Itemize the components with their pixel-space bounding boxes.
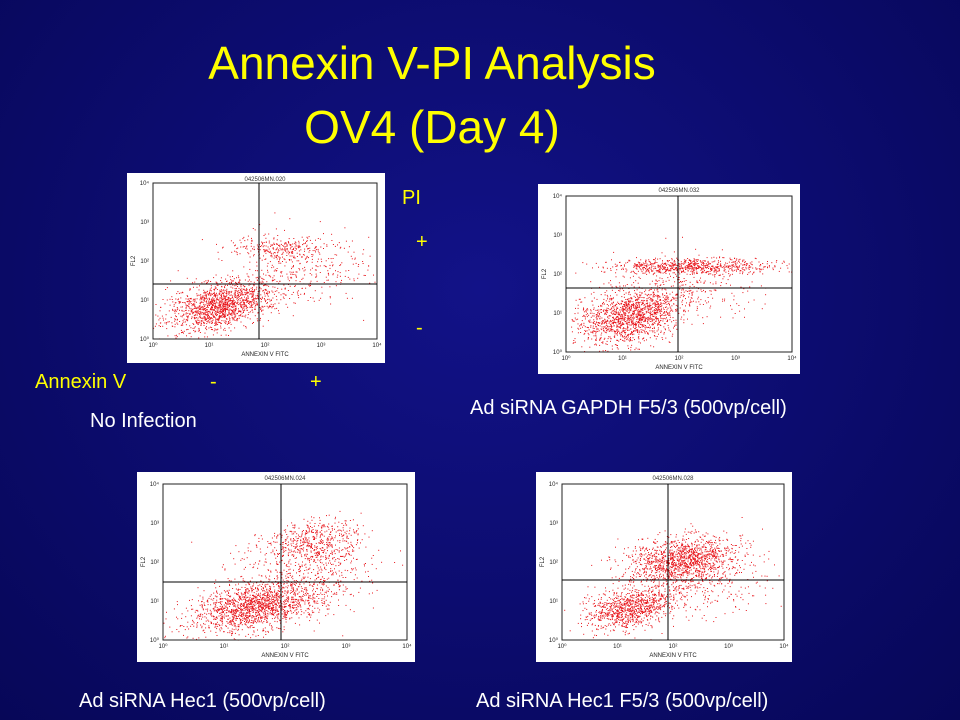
flow-plot-no-infection: 042506MN.020 10⁴ 10³ 10² 10¹ 10⁰ 10⁰ 10¹ 10² 10³ 1… [127, 173, 385, 363]
annexin-axis-label: Annexin V [35, 371, 127, 393]
plot-header: 042506MN.020 [244, 177, 286, 183]
y-tick-label: 10³ [150, 521, 159, 527]
y-tick-label: 10¹ [140, 298, 149, 304]
plot-frame [565, 195, 793, 353]
plot-header: 042506MN.028 [652, 476, 694, 482]
x-tick-label: 10⁰ [557, 643, 567, 650]
x-tick-label: 10⁴ [787, 355, 797, 362]
x-tick-label: 10⁴ [779, 643, 789, 650]
y-tick-label: 10³ [553, 233, 562, 239]
y-tick-label: 10⁴ [150, 481, 160, 488]
x-tick-label: 10³ [731, 356, 740, 362]
y-tick-label: 10² [549, 560, 558, 566]
x-tick-label: 10⁰ [158, 643, 168, 650]
x-tick-label: 10³ [317, 343, 326, 349]
y-tick-label: 10⁴ [140, 180, 150, 187]
event-dots [571, 236, 793, 352]
flow-plot-hec1: 042506MN.024 10⁴ 10³ 10² 10¹ 10⁰ 10⁰ 10¹ 10² 10³ 1… [137, 472, 415, 662]
plot-frame [561, 483, 785, 641]
y-tick-label: 10⁰ [549, 637, 559, 644]
y-tick-label: 10⁰ [553, 349, 563, 356]
x-tick-label: 10² [261, 343, 270, 349]
x-tick-label: 10¹ [613, 644, 622, 650]
y-tick-label: 10¹ [549, 599, 558, 605]
y-tick-label: 10² [150, 560, 159, 566]
x-axis-title: ANNEXIN V FITC [649, 653, 697, 659]
slide-title: Annexin V-PI Analysis [208, 37, 656, 89]
plot-frame [162, 483, 408, 641]
x-tick-label: 10⁴ [372, 342, 382, 349]
y-axis-title: FL2 [542, 268, 548, 279]
y-tick-label: 10² [140, 259, 149, 265]
x-tick-label: 10³ [724, 644, 733, 650]
pi-axis-label: PI [402, 187, 421, 209]
x-tick-label: 10⁰ [148, 342, 158, 349]
x-tick-label: 10³ [342, 644, 351, 650]
caption-hec1: Ad siRNA Hec1 (500vp/cell) [79, 690, 326, 712]
y-tick-label: 10¹ [150, 599, 159, 605]
event-dots [564, 517, 782, 641]
event-dots [153, 212, 376, 340]
caption-no-infection: No Infection [90, 410, 197, 432]
y-tick-label: 10⁰ [150, 637, 160, 644]
x-tick-label: 10² [281, 644, 290, 650]
caption-gapdh: Ad siRNA GAPDH F5/3 (500vp/cell) [470, 397, 787, 419]
x-tick-label: 10¹ [618, 356, 627, 362]
y-tick-label: 10⁴ [549, 481, 559, 488]
x-tick-label: 10⁴ [402, 643, 412, 650]
event-dots [163, 510, 404, 641]
y-tick-label: 10³ [140, 220, 149, 226]
y-tick-label: 10⁴ [553, 193, 563, 200]
pi-plus-label: + [416, 231, 428, 253]
x-tick-label: 10⁰ [561, 355, 571, 362]
x-tick-label: 10¹ [220, 644, 229, 650]
plot-frame [152, 182, 378, 340]
x-tick-label: 10² [669, 644, 678, 650]
y-axis-title: FL2 [131, 255, 137, 266]
x-tick-label: 10² [675, 356, 684, 362]
pi-minus-label: - [416, 317, 423, 339]
y-tick-label: 10¹ [553, 311, 562, 317]
plot-header: 042506MN.032 [658, 188, 700, 194]
y-tick-label: 10⁰ [140, 336, 150, 343]
x-tick-label: 10¹ [205, 343, 214, 349]
flow-plot-hec1-f53: 042506MN.028 10⁴ 10³ 10² 10¹ 10⁰ 10⁰ 10¹ 10² 10³ 1… [536, 472, 792, 662]
caption-hec1-f53: Ad siRNA Hec1 F5/3 (500vp/cell) [476, 690, 769, 712]
plot-header: 042506MN.024 [264, 476, 306, 482]
y-axis-title: FL2 [540, 556, 546, 567]
annexin-plus-label: + [310, 371, 322, 393]
y-axis-title: FL2 [141, 556, 147, 567]
y-tick-label: 10² [553, 272, 562, 278]
y-tick-label: 10³ [549, 521, 558, 527]
x-axis-title: ANNEXIN V FITC [655, 365, 703, 371]
flow-plot-gapdh: 042506MN.032 10⁴ 10³ 10² 10¹ 10⁰ 10⁰ 10¹ 10² 10³ 1… [538, 184, 800, 374]
slide-subtitle: OV4 (Day 4) [304, 101, 560, 153]
x-axis-title: ANNEXIN V FITC [241, 352, 289, 358]
annexin-minus-label: - [210, 371, 217, 393]
x-axis-title: ANNEXIN V FITC [261, 653, 309, 659]
